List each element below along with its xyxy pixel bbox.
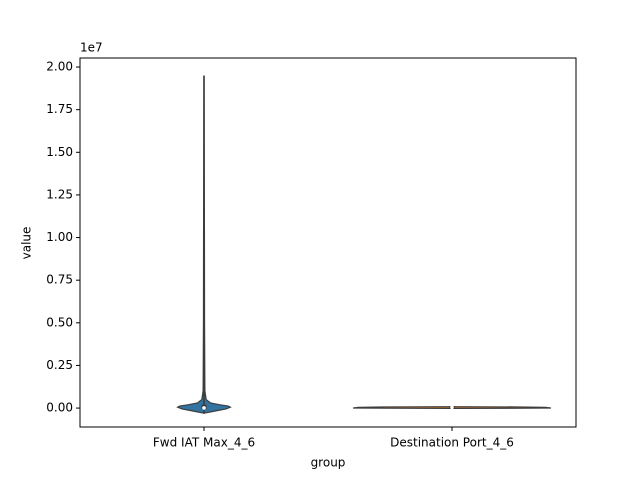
- y-tick-label: 2.00: [46, 60, 73, 74]
- y-tick-label: 1.75: [46, 102, 73, 116]
- x-tick-label: Destination Port_4_6: [390, 436, 514, 450]
- plot-frame: [79, 57, 577, 428]
- y-offset-label: 1e7: [80, 41, 103, 55]
- median: [202, 406, 206, 410]
- x-axis-label: group: [311, 456, 346, 470]
- y-tick-label: 1.50: [46, 145, 73, 159]
- x-tick-label: Fwd IAT Max_4_6: [153, 436, 255, 450]
- violin-body: [352, 406, 453, 410]
- y-tick-label: 0.25: [46, 358, 73, 372]
- violin-body: [203, 75, 232, 414]
- y-tick-label: 1.25: [46, 187, 73, 201]
- y-tick-label: 0.50: [46, 315, 73, 329]
- y-axis-label: value: [20, 227, 34, 260]
- violin-body: [451, 406, 552, 410]
- y-tick-label: 0.75: [46, 273, 73, 287]
- y-tick-label: 1.00: [46, 230, 73, 244]
- median: [450, 405, 454, 410]
- y-tick-label: 0.00: [46, 401, 73, 415]
- violin-body: [176, 75, 205, 414]
